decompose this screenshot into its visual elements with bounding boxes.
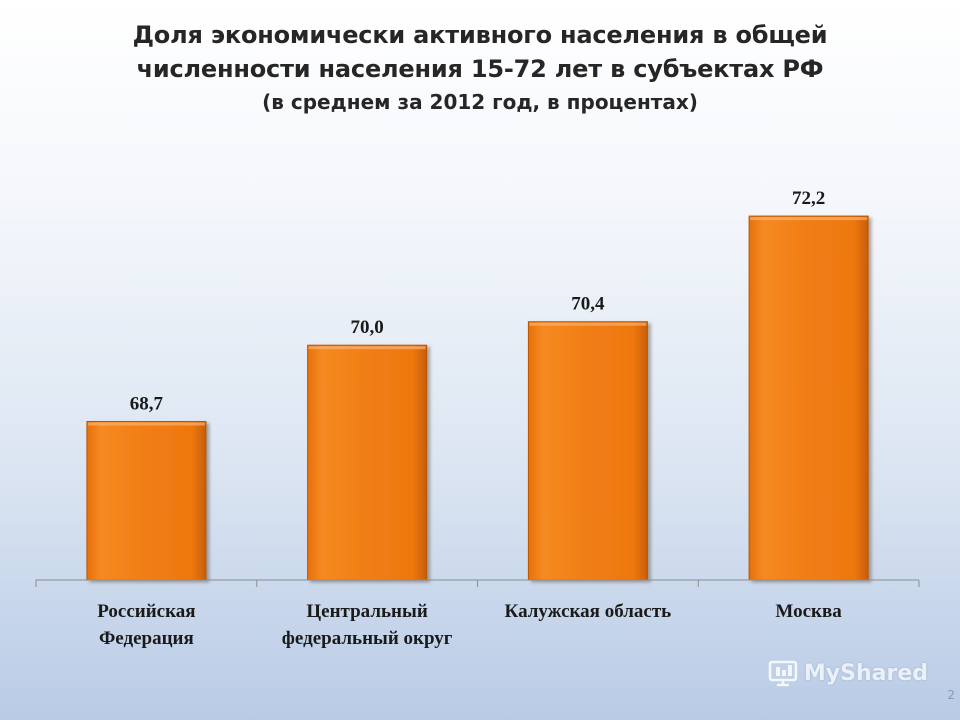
chart-subtitle: (в среднем за 2012 год, в процентах): [262, 90, 698, 114]
data-label-1: 70,0: [350, 317, 383, 338]
bar-1: [307, 344, 428, 581]
data-label-3: 72,2: [792, 188, 825, 209]
chart-title-block: Доля экономически активного населения в …: [0, 18, 960, 117]
bar-2: [527, 321, 648, 581]
category-label-0: Российская Федерация: [97, 601, 196, 649]
watermark: MyShared: [768, 656, 928, 690]
bar-0: [86, 421, 207, 581]
bar-highlight-1: [308, 346, 426, 350]
bar-3: [748, 215, 869, 581]
bar-highlight-2: [529, 322, 647, 326]
watermark-text: MyShared: [803, 660, 928, 686]
category-label-1: Центральный федеральный округ: [281, 601, 453, 649]
category-label-2: Калужская область: [504, 601, 672, 622]
bar-highlight-3: [750, 217, 868, 221]
chart-title-line-1: Доля экономически активного населения в …: [132, 21, 828, 49]
data-label-0: 68,7: [130, 394, 164, 415]
bar-highlight-0: [87, 422, 205, 426]
page-number: 2: [947, 688, 955, 702]
mysahred-logo-icon: [768, 660, 798, 687]
category-label-3: Москва: [775, 601, 842, 622]
data-label-2: 70,4: [571, 294, 605, 315]
chart-title-line-2: численности населения 15-72 лет в субъек…: [136, 55, 824, 83]
